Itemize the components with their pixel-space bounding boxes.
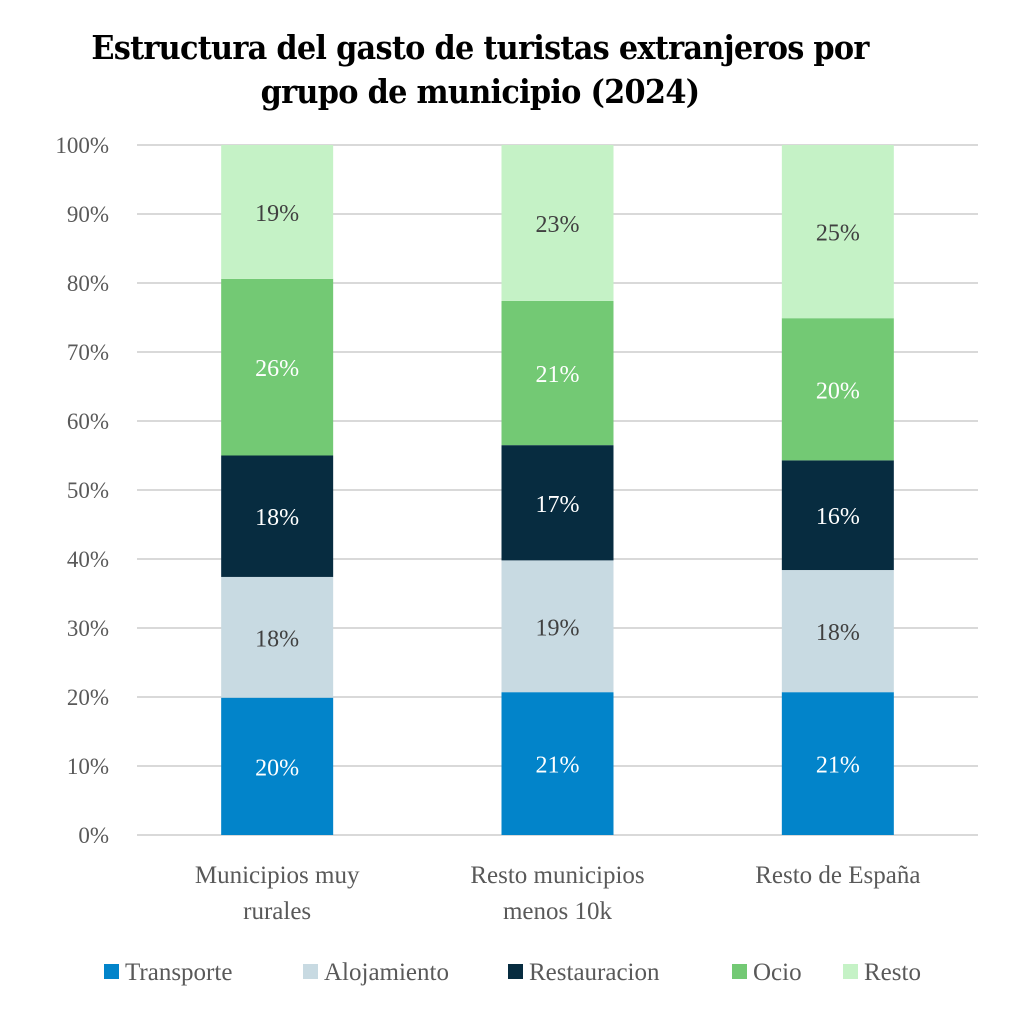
- y-tick-label: 20%: [67, 685, 109, 710]
- chart-title-line-2: grupo de municipio (2024): [260, 72, 700, 111]
- data-label-restauracion: 18%: [255, 505, 299, 531]
- legend-swatch: [843, 964, 858, 979]
- legend: Transporte Alojamiento Restauracion Ocio Res…: [104, 959, 921, 986]
- bar-segment-transporte: [221, 697, 334, 835]
- bar-stack-resto-de-espa-a: 21% 18% 16% 20% 25%: [781, 145, 894, 835]
- x-tick-label: Resto de España: [755, 862, 920, 889]
- bar-segment-ocio: [501, 300, 614, 446]
- bar-stack-resto-municipios-menos-10k: 21% 19% 17% 21% 23%: [501, 145, 614, 835]
- legend-label: Alojamiento: [324, 959, 449, 986]
- legend-label: Restauracion: [529, 959, 660, 986]
- bars: 20%18%18%26%19%21%19%17%21%23%21%18%16%2…: [221, 145, 894, 835]
- y-tick-label: 30%: [67, 616, 109, 641]
- data-label-ocio: 21%: [536, 362, 580, 388]
- bar-segment-transporte: [501, 692, 614, 835]
- legend-swatch: [508, 964, 523, 979]
- y-tick-label: 0%: [78, 823, 109, 848]
- legend-label: Resto: [864, 959, 921, 986]
- legend-item-resto: Resto: [843, 959, 921, 986]
- bar-stack-municipios-muy-rurales: 20% 18% 18% 26% 19%: [221, 145, 334, 835]
- chart-title-line-1: Estructura del gasto de turistas extranj…: [91, 28, 869, 67]
- x-axis: Municipios muy rurales Resto municipios men…: [195, 862, 921, 925]
- bar-segment-resto: [501, 145, 614, 301]
- y-tick-label: 70%: [67, 340, 109, 365]
- y-tick-label: 60%: [67, 409, 109, 434]
- y-tick-label: 10%: [67, 754, 109, 779]
- legend-label: Ocio: [753, 959, 802, 986]
- y-tick-label: 50%: [67, 478, 109, 503]
- data-label-resto: 25%: [816, 221, 860, 247]
- bar-segment-resto: [781, 145, 894, 319]
- data-label-alojamiento: 18%: [816, 620, 860, 646]
- legend-item-restauracion: Restauracion: [508, 959, 660, 986]
- bar-segment-restauracion: [221, 455, 334, 577]
- legend-swatch: [732, 964, 747, 979]
- chart-title: Estructura del gasto de turistas extranj…: [38, 26, 921, 114]
- x-tick-label: Resto municipios: [470, 862, 644, 889]
- y-axis: 0% 10% 20% 30% 40% 50% 60% 70% 80% 90% 100%: [55, 133, 109, 848]
- bar-segment-restauracion: [501, 445, 614, 561]
- legend-item-ocio: Ocio: [732, 959, 802, 986]
- y-tick-label: 80%: [67, 271, 109, 296]
- data-label-resto: 19%: [255, 201, 299, 227]
- bar-segment-resto: [221, 145, 334, 279]
- x-tick-label: menos 10k: [503, 898, 613, 925]
- data-label-alojamiento: 19%: [536, 615, 580, 641]
- legend-label: Transporte: [125, 959, 232, 986]
- bar-segment-restauracion: [781, 460, 894, 571]
- legend-item-alojamiento: Alojamiento: [303, 959, 449, 986]
- y-tick-label: 40%: [67, 547, 109, 572]
- data-label-transporte: 20%: [255, 755, 299, 781]
- data-label-transporte: 21%: [536, 753, 580, 779]
- data-label-resto: 23%: [536, 212, 580, 238]
- legend-swatch: [104, 964, 119, 979]
- data-label-restauracion: 17%: [536, 492, 580, 518]
- bar-segment-transporte: [781, 692, 894, 835]
- y-tick-label: 90%: [67, 202, 109, 227]
- x-tick-label: rurales: [243, 898, 311, 925]
- legend-item-transporte: Transporte: [104, 959, 232, 986]
- bar-segment-alojamiento: [221, 576, 334, 698]
- data-label-restauracion: 16%: [816, 504, 860, 530]
- data-label-alojamiento: 18%: [255, 626, 299, 652]
- legend-swatch: [303, 964, 318, 979]
- data-label-ocio: 20%: [816, 378, 860, 404]
- data-label-ocio: 26%: [255, 356, 299, 382]
- bar-segment-ocio: [221, 278, 334, 456]
- bar-segment-alojamiento: [501, 560, 614, 693]
- bar-segment-alojamiento: [781, 570, 894, 693]
- x-tick-label: Municipios muy: [195, 862, 360, 889]
- y-tick-label: 100%: [55, 133, 109, 158]
- bar-segment-ocio: [781, 318, 894, 461]
- data-label-transporte: 21%: [816, 753, 860, 779]
